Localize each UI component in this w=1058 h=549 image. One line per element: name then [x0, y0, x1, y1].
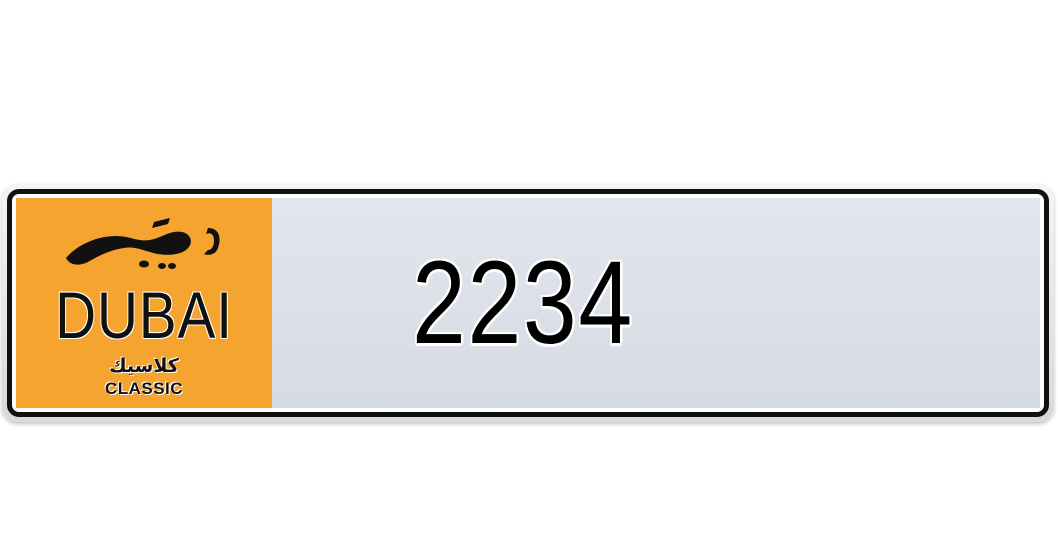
- emirate-name: DUBAI: [55, 278, 233, 352]
- dubai-arabic-logo: [66, 218, 220, 269]
- emirate-panel: DUBAI كلاسيك CLASSIC: [16, 198, 272, 408]
- series-name-arabic: كلاسيك: [109, 355, 179, 377]
- plate-number: 2234: [412, 237, 634, 369]
- plate-border: DUBAI كلاسيك CLASSIC 2234: [7, 189, 1049, 417]
- series-name: CLASSIC: [104, 379, 184, 398]
- number-panel: 2234: [272, 198, 1040, 408]
- license-plate: DUBAI كلاسيك CLASSIC 2234: [2, 184, 1054, 422]
